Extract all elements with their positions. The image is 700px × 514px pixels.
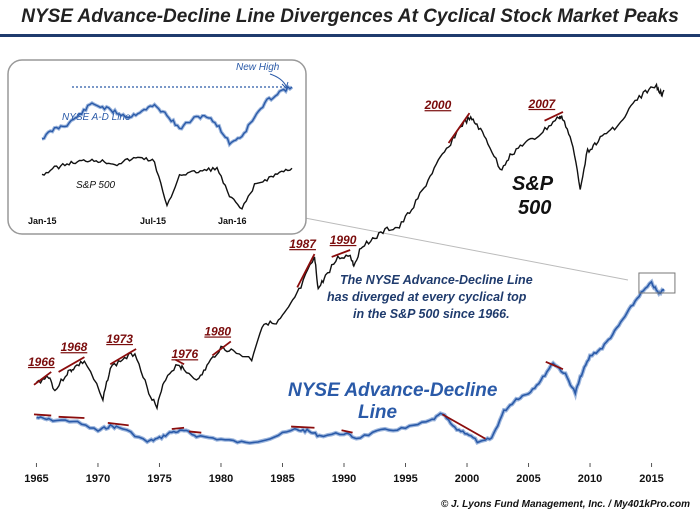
ad-line-series xyxy=(36,280,665,444)
sp-label-1: S&P xyxy=(512,173,554,195)
peak-label: 1990 xyxy=(330,233,357,247)
inset-x-tick-label: Jul-15 xyxy=(140,216,166,226)
x-tick-label: 2005 xyxy=(516,473,540,485)
peak-label: 2007 xyxy=(528,97,557,111)
peak-label: 2000 xyxy=(424,98,452,112)
ad-divergence-line xyxy=(545,361,564,370)
peak-label: 1966 xyxy=(28,355,55,369)
chart-title: NYSE Advance-Decline Line Divergences At… xyxy=(0,0,700,37)
sp-divergence-line xyxy=(175,358,185,366)
sp-divergence-line xyxy=(331,249,351,258)
ad-new-high-box xyxy=(638,272,676,294)
annotation-line-1: The NYSE Advance-Decline Line xyxy=(340,273,533,287)
x-tick-label: 2015 xyxy=(639,473,663,485)
inset-sp-series xyxy=(41,156,293,210)
sp-divergence-line xyxy=(447,112,471,144)
ad-divergence-line xyxy=(171,426,185,430)
sp-divergence-line xyxy=(33,371,52,386)
x-tick-label: 1990 xyxy=(332,473,356,485)
ad-divergence-line xyxy=(188,430,202,434)
sp-divergence-line xyxy=(109,348,137,366)
inset-arrow-icon xyxy=(269,73,287,87)
x-tick-label: 2000 xyxy=(455,473,479,485)
sp-divergence-line xyxy=(296,253,316,288)
inset-chart: New High NYSE A-D Line S&P 500 Jan-15 Jul-15… xyxy=(28,62,294,226)
inset-new-high-label: New High xyxy=(236,62,280,73)
ad-divergence-line xyxy=(107,422,129,427)
ad-divergence-line xyxy=(291,425,315,429)
x-tick-label: 1975 xyxy=(147,473,171,485)
x-tick-label: 1980 xyxy=(209,473,233,485)
x-tick-label: 1995 xyxy=(393,473,417,485)
inset-ad-label: NYSE A-D Line xyxy=(62,112,131,123)
x-axis: 1965 1970 1975 1980 1985 1990 1995 2000 2005 2010… xyxy=(24,463,664,485)
peak-label: 1987 xyxy=(289,237,317,251)
inset-connector xyxy=(304,217,629,281)
sp-divergence-line xyxy=(544,111,564,122)
x-tick-label: 1970 xyxy=(86,473,110,485)
ad-label-1: NYSE Advance-Decline xyxy=(288,380,498,401)
ad-divergence-line xyxy=(441,413,486,440)
ad-label-2: Line xyxy=(358,402,397,423)
ad-divergence-line xyxy=(58,415,85,419)
inset-arrowhead-icon xyxy=(281,81,289,89)
x-tick-label: 2010 xyxy=(578,473,602,485)
x-tick-label: 1965 xyxy=(24,473,48,485)
ad-divergence-line xyxy=(341,429,353,434)
ad-line-glow xyxy=(35,278,666,446)
chart-canvas: New High NYSE A-D Line S&P 500 Jan-15 Jul-15… xyxy=(7,59,676,485)
ad-divergence-line xyxy=(33,413,52,417)
inset-panel xyxy=(7,59,307,235)
inset-sp-label: S&P 500 xyxy=(76,180,116,191)
peak-label: 1968 xyxy=(61,340,88,354)
peak-label: 1980 xyxy=(204,324,231,338)
sp-label-2: 500 xyxy=(518,197,551,219)
sp500-series xyxy=(36,82,665,411)
credit: © J. Lyons Fund Management, Inc. / My401… xyxy=(440,499,690,510)
inset-x-tick-label: Jan-16 xyxy=(218,216,247,226)
x-tick-label: 1985 xyxy=(270,473,294,485)
annotation-line-3: in the S&P 500 since 1966. xyxy=(353,307,510,321)
main-chart: 1966 1968 1973 1976 1980 1987 1990 2000 2007 xyxy=(28,82,676,446)
peak-label: 1976 xyxy=(171,347,198,361)
annotation-line-2: has diverged at every cyclical top xyxy=(327,290,527,304)
sp-divergence-line xyxy=(211,340,232,357)
sp-divergence-line xyxy=(58,356,85,373)
inset-ad-series xyxy=(41,85,293,146)
peak-label: 1973 xyxy=(106,332,133,346)
inset-x-tick-label: Jan-15 xyxy=(28,216,57,226)
